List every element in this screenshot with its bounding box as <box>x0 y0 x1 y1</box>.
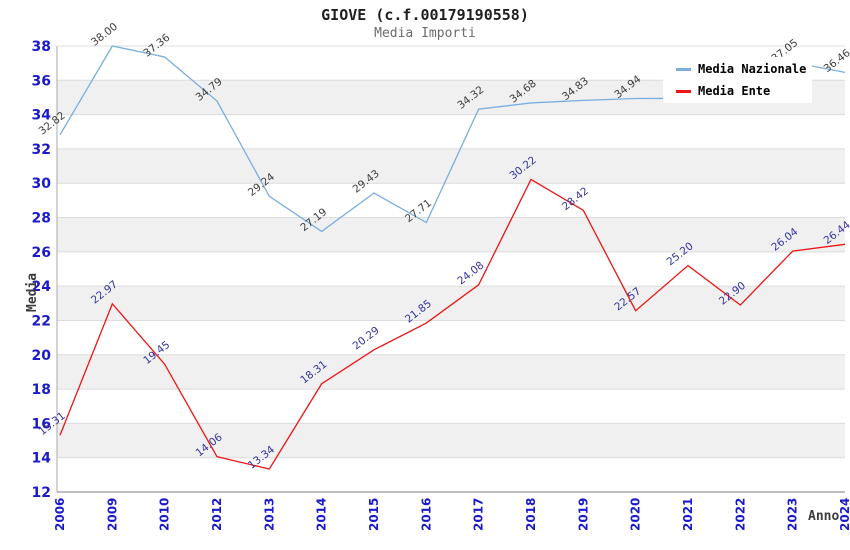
legend-item-media-nazionale: Media Nazionale <box>663 59 812 79</box>
x-tick-label: 2019 <box>576 498 590 531</box>
x-tick-label: 2022 <box>733 498 747 531</box>
y-tick-label: 22 <box>32 313 51 329</box>
y-tick-label: 32 <box>32 142 51 158</box>
y-tick-label: 36 <box>32 73 51 89</box>
x-tick-label: 2013 <box>262 498 276 531</box>
y-tick-label: 26 <box>32 245 51 261</box>
y-tick-label: 14 <box>32 451 52 467</box>
grid-band <box>57 354 845 390</box>
x-tick-label: 2018 <box>524 498 538 531</box>
y-tick-label: 24 <box>32 279 52 295</box>
grid-band <box>57 217 845 252</box>
x-axis-title: Anno <box>808 509 839 524</box>
x-tick-label: 2015 <box>367 498 381 531</box>
y-tick-label: 38 <box>32 39 51 55</box>
x-tick-label: 2006 <box>53 498 67 531</box>
chart-title: GIOVE (c.f.00179190558) <box>321 6 529 24</box>
x-tick-label: 2014 <box>315 498 329 531</box>
x-tick-label: 2021 <box>681 498 695 531</box>
x-tick-label: 2017 <box>472 498 486 531</box>
x-tick-label: 2010 <box>158 498 172 531</box>
point-label: 28.42 <box>560 185 591 213</box>
x-tick-label: 2020 <box>629 498 643 531</box>
y-tick-label: 28 <box>32 211 51 227</box>
legend: Media Nazionale Media Ente <box>663 57 812 103</box>
y-tick-label: 18 <box>32 382 51 398</box>
y-tick-label: 16 <box>32 416 51 432</box>
chart-subtitle: Media Importi <box>374 26 476 41</box>
x-tick-label: 2012 <box>210 498 224 531</box>
legend-item-media-ente: Media Ente <box>663 81 812 101</box>
y-tick-label: 12 <box>32 485 51 501</box>
series-line-media-ente <box>59 178 846 470</box>
media-ente-swatch-icon <box>676 89 691 93</box>
y-tick-label: 20 <box>32 348 52 364</box>
grid-band <box>57 423 845 458</box>
grid-band <box>57 148 845 184</box>
x-tick-label: 2016 <box>419 498 433 531</box>
y-tick-label: 34 <box>32 108 52 124</box>
x-tick-label: 2024 <box>838 498 850 531</box>
x-tick-label: 2009 <box>105 498 119 531</box>
point-label: 24.08 <box>455 259 486 287</box>
legend-label: Media Nazionale <box>698 62 807 76</box>
y-axis-title: Media <box>25 273 40 312</box>
grid-band <box>57 286 845 321</box>
media-nazionale-swatch-icon <box>676 67 691 71</box>
legend-label: Media Ente <box>698 84 771 98</box>
y-tick-label: 30 <box>32 176 52 192</box>
x-tick-label: 2023 <box>786 498 800 531</box>
